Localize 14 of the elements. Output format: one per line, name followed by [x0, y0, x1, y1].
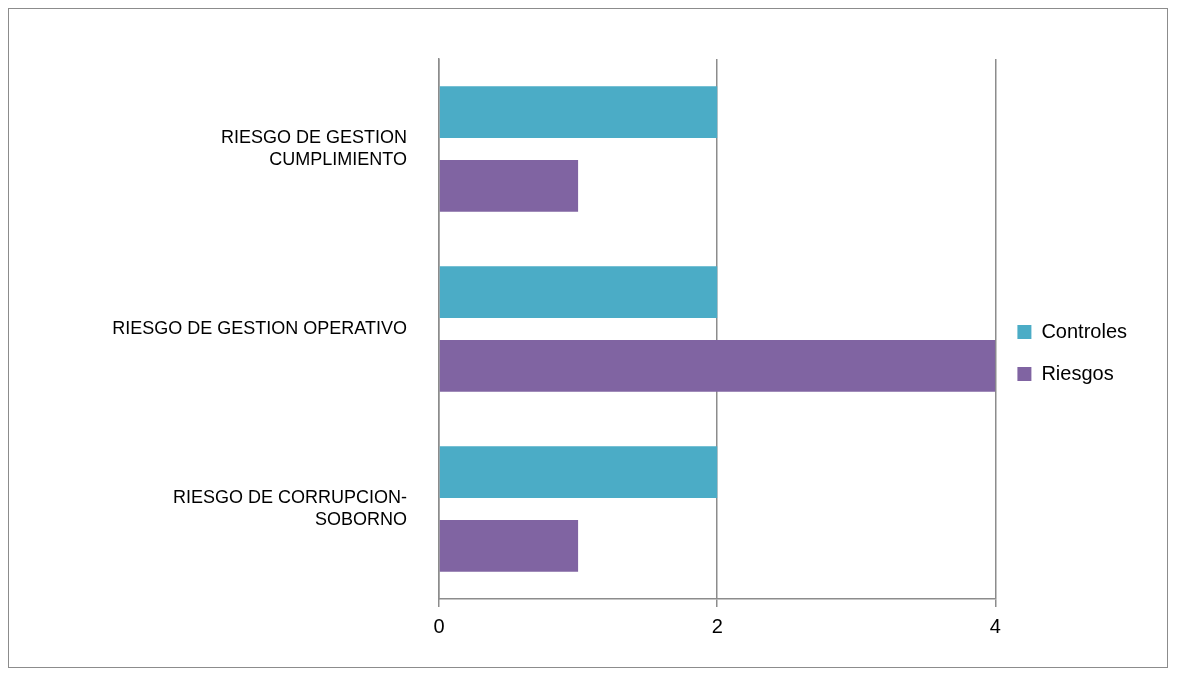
- x-tick-label: 0: [433, 614, 445, 637]
- bar: [439, 266, 718, 318]
- x-tick-label: 2: [711, 614, 723, 637]
- bar: [439, 446, 718, 498]
- y-tick-label: RIESGO DE GESTION OPERATIVO: [112, 317, 407, 338]
- legend-label: Controles: [1041, 319, 1128, 342]
- x-tick-label: 4: [989, 614, 1001, 637]
- bar: [439, 520, 579, 572]
- bar: [439, 160, 579, 212]
- bar: [439, 86, 718, 138]
- y-tick-label: RIESGO DE GESTION CUMPLIMIENTO: [220, 127, 407, 169]
- legend-label: Riesgos: [1041, 361, 1114, 384]
- bar: [439, 340, 996, 392]
- y-tick-label: RIESGO DE CORRUPCION- SOBORNO: [172, 487, 407, 529]
